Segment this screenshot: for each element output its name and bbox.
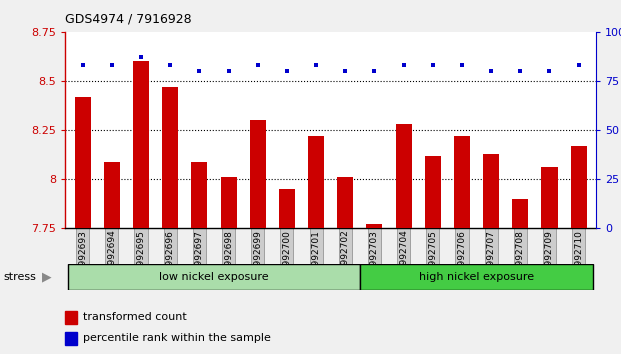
Point bbox=[515, 68, 525, 74]
Bar bbox=[162, 87, 178, 228]
Bar bbox=[483, 154, 499, 228]
Bar bbox=[68, 264, 360, 290]
Bar bbox=[104, 161, 120, 228]
Point bbox=[340, 68, 350, 74]
Bar bbox=[360, 264, 593, 290]
Bar bbox=[366, 224, 383, 228]
Bar bbox=[65, 311, 77, 324]
Bar bbox=[571, 146, 587, 228]
Point bbox=[282, 68, 292, 74]
Bar bbox=[133, 61, 149, 228]
Text: ▶: ▶ bbox=[42, 270, 52, 283]
Text: transformed count: transformed count bbox=[83, 312, 187, 322]
Bar bbox=[65, 332, 77, 345]
Point bbox=[457, 62, 467, 68]
Text: stress: stress bbox=[3, 272, 36, 282]
Point bbox=[224, 68, 233, 74]
Point bbox=[428, 62, 438, 68]
Point bbox=[194, 68, 204, 74]
Bar bbox=[220, 177, 237, 228]
Point bbox=[78, 62, 88, 68]
Bar bbox=[425, 156, 441, 228]
Bar bbox=[454, 136, 470, 228]
Bar bbox=[75, 97, 91, 228]
Point bbox=[545, 68, 555, 74]
Point bbox=[574, 62, 584, 68]
Point bbox=[165, 62, 175, 68]
Bar bbox=[337, 177, 353, 228]
Text: GDS4974 / 7916928: GDS4974 / 7916928 bbox=[65, 12, 192, 25]
Bar bbox=[191, 161, 207, 228]
Bar bbox=[542, 167, 558, 228]
Bar bbox=[512, 199, 528, 228]
Bar bbox=[396, 124, 412, 228]
Bar bbox=[250, 120, 266, 228]
Text: low nickel exposure: low nickel exposure bbox=[159, 272, 269, 282]
Point bbox=[107, 62, 117, 68]
Text: high nickel exposure: high nickel exposure bbox=[419, 272, 534, 282]
Bar bbox=[308, 136, 324, 228]
Point bbox=[486, 68, 496, 74]
Point bbox=[311, 62, 321, 68]
Point bbox=[369, 68, 379, 74]
Point bbox=[253, 62, 263, 68]
Point bbox=[136, 55, 146, 60]
Text: percentile rank within the sample: percentile rank within the sample bbox=[83, 333, 271, 343]
Bar bbox=[279, 189, 295, 228]
Point bbox=[399, 62, 409, 68]
